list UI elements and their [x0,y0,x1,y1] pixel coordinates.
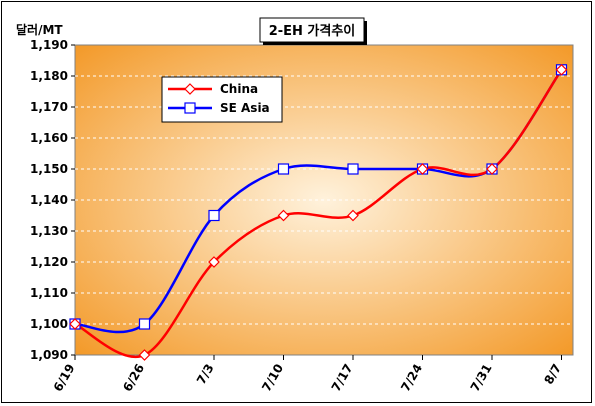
y-tick-label: 1,190 [30,38,68,52]
y-tick-label: 1,180 [30,69,68,83]
x-tick-label: 7/31 [468,362,495,394]
y-tick-label: 1,110 [30,286,68,300]
x-tick-label: 7/3 [194,362,217,387]
data-point-china [416,163,429,175]
y-axis-unit-label: 달러/MT [16,22,63,37]
y-tick-label: 1,150 [30,162,68,176]
legend: China SE Asia [161,76,283,123]
y-axis-ticks: 1,090 1,100 1,110 1,120 1,130 1,140 1,150 1,160… [30,38,75,362]
legend-marker [184,83,196,95]
y-tick-label: 1,100 [30,317,68,331]
data-point-se-asia [347,163,359,175]
data-point-china [486,163,498,175]
x-tick-label: 7/17 [329,362,356,394]
legend-marker [184,102,196,114]
grid-lines [75,75,573,325]
x-axis-ticks: 6/19 6/26 7/3 7/10 7/17 7/24 7/31 8/7 [51,355,564,394]
data-point-se-asia [208,209,220,222]
data-point-se-asia [277,163,290,175]
y-tick-label: 1,160 [30,131,68,145]
y-tick-label: 1,090 [30,348,68,362]
y-tick-label: 1,140 [30,193,68,207]
legend-label: SE Asia [220,101,270,115]
data-point-china [208,256,220,268]
data-point-china [347,209,359,222]
legend-label: China [220,82,258,96]
y-tick-label: 1,120 [30,255,68,269]
x-tick-label: 7/10 [259,362,286,394]
series-lines [69,63,568,361]
y-tick-label: 1,170 [30,100,68,114]
chart-title-box: 2-EH 가격추이 [259,17,367,45]
x-tick-label: 6/19 [51,362,78,394]
x-tick-label: 7/24 [398,362,425,394]
x-tick-label: 6/26 [120,362,147,394]
chart-title: 2-EH 가격추이 [269,23,356,39]
y-tick-label: 1,130 [30,224,68,238]
data-point-se-asia [138,318,151,330]
data-point-china [555,63,568,76]
data-point-china [69,318,81,330]
data-point-china [138,349,151,361]
data-point-china [277,209,290,222]
x-tick-label: 8/7 [541,362,564,387]
